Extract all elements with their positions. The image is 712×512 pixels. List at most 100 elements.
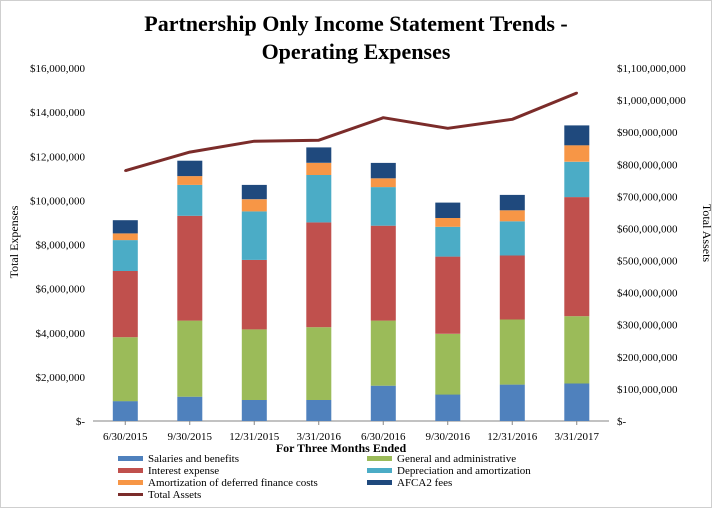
bar-segment <box>499 319 525 385</box>
bars-group <box>112 125 590 425</box>
legend-label: Amortization of deferred finance costs <box>148 477 318 489</box>
y2-tick-label: $500,000,000 <box>617 256 678 268</box>
y-axis-title: Total Expenses <box>7 205 21 278</box>
y-tick-label: $12,000,000 <box>30 151 86 163</box>
bar-segment <box>112 337 138 402</box>
bar-segment <box>435 333 461 395</box>
x-tick-label: 12/31/2015 <box>229 431 280 443</box>
x-tick-label: 9/30/2016 <box>425 431 470 443</box>
bar-segment <box>370 162 396 179</box>
bar-segment <box>370 187 396 226</box>
x-axis-ticks: 6/30/2015 9/30/2015 12/31/2015 3/31/2016 6/3… <box>103 431 600 443</box>
bar-segment <box>306 147 332 163</box>
bar-segment <box>370 320 396 386</box>
bar-segment <box>370 225 396 321</box>
bar-segment <box>499 221 525 256</box>
legend-swatch <box>367 468 392 473</box>
bar-segment <box>177 396 203 421</box>
bar-segment <box>499 210 525 222</box>
y-tick-label: $6,000,000 <box>36 284 86 296</box>
total-assets-line-group <box>124 91 578 173</box>
x-tick-label: 3/31/2017 <box>554 431 599 443</box>
bar-segment <box>112 401 138 421</box>
bar-segment <box>499 384 525 421</box>
legend-label: Total Assets <box>148 489 201 501</box>
legend-label: General and administrative <box>397 453 516 465</box>
legend: Salaries and benefits General and adminis… <box>118 453 531 501</box>
x-axis-title: For Three Months Ended <box>276 441 407 455</box>
bar-segment <box>370 178 396 188</box>
y-tick-label: $8,000,000 <box>36 240 86 252</box>
legend-swatch <box>367 456 392 461</box>
y2-tick-label: $800,000,000 <box>617 159 678 171</box>
y2-tick-label: $100,000,000 <box>617 384 678 396</box>
chart-title: Partnership Only Income Statement Trends… <box>144 11 568 64</box>
total-assets-point <box>511 118 514 121</box>
bar-segment <box>564 125 590 146</box>
bar-segment <box>112 240 138 271</box>
bar-segment <box>306 400 332 421</box>
bar-segment <box>564 316 590 384</box>
y-tick-label: $4,000,000 <box>36 328 86 340</box>
y2-tick-label: $600,000,000 <box>617 223 678 235</box>
chart-title-line: Operating Expenses <box>262 39 451 64</box>
bar-segment <box>241 211 267 260</box>
legend-swatch <box>118 480 143 485</box>
y2-tick-label: $300,000,000 <box>617 320 678 332</box>
y-tick-label: $16,000,000 <box>30 63 86 75</box>
y-axis-ticks: $- $2,000,000 $4,000,000 $6,000,000 $8,000,0… <box>30 63 86 428</box>
bar-segment <box>370 385 396 421</box>
y2-axis-ticks: $- $100,000,000 $200,000,000 $300,000,000 $4… <box>617 63 686 428</box>
total-assets-point <box>382 116 385 119</box>
legend-swatch <box>118 468 143 473</box>
bar-segment <box>241 259 267 330</box>
bar-segment <box>499 194 525 211</box>
bar-segment <box>306 175 332 223</box>
bar-segment <box>435 202 461 218</box>
total-assets-line <box>124 91 578 173</box>
y2-tick-label: $900,000,000 <box>617 127 678 139</box>
bar-segment <box>112 271 138 338</box>
bar-segment <box>177 320 203 397</box>
y2-axis-title: Total Assets <box>700 204 711 262</box>
y-tick-label: $14,000,000 <box>30 107 86 119</box>
bar-segment <box>564 197 590 317</box>
total-assets-point <box>575 91 578 95</box>
bar-segment <box>564 383 590 421</box>
y-tick-label: $- <box>76 416 86 428</box>
total-assets-point <box>317 139 320 142</box>
bar-segment <box>306 222 332 328</box>
bar-segment <box>306 162 332 175</box>
bar-segment <box>241 400 267 421</box>
bar-segment <box>435 218 461 227</box>
legend-swatch <box>118 456 143 461</box>
y2-tick-label: $- <box>617 416 627 428</box>
bar-segment <box>241 184 267 200</box>
chart-title-line: Partnership Only Income Statement Trends… <box>144 11 568 36</box>
bar-segment <box>564 161 590 198</box>
bar-segment <box>499 255 525 320</box>
bar-segment <box>177 176 203 185</box>
x-tick-label: 9/30/2015 <box>167 431 212 443</box>
total-assets-point <box>124 169 127 172</box>
bar-segment <box>112 233 138 241</box>
legend-label: Depreciation and amortization <box>397 465 531 477</box>
legend-label: Interest expense <box>148 465 219 477</box>
bar-segment <box>177 160 203 177</box>
bar-segment <box>435 394 461 421</box>
y-tick-label: $2,000,000 <box>36 372 86 384</box>
y2-tick-label: $700,000,000 <box>617 191 678 203</box>
legend-swatch <box>367 480 392 485</box>
bar-segment <box>435 256 461 334</box>
x-tick-label: 6/30/2016 <box>361 431 406 443</box>
x-tick-label: 3/31/2016 <box>296 431 341 443</box>
y2-tick-label: $400,000,000 <box>617 288 678 300</box>
x-tick-label: 12/31/2016 <box>487 431 538 443</box>
bar-segment <box>241 329 267 400</box>
y2-tick-label: $1,000,000,000 <box>617 95 686 107</box>
bar-segment <box>177 184 203 216</box>
total-assets-point <box>253 140 256 143</box>
y-tick-label: $10,000,000 <box>30 195 86 207</box>
